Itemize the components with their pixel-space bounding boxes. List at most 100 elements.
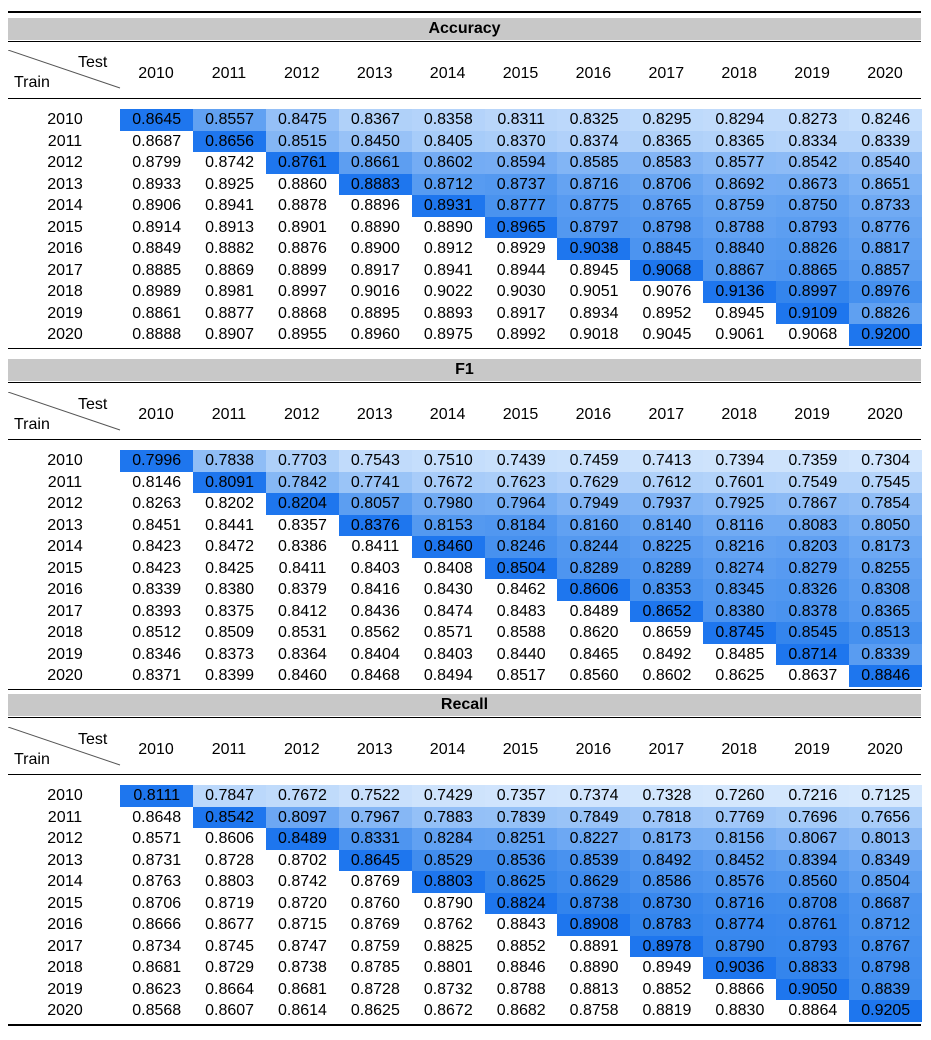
table-cell: 0.7549: [776, 471, 850, 493]
table-cell: 0.7937: [630, 493, 704, 515]
table-cell: 0.8975: [423, 326, 473, 343]
table-cell: 0.8776: [849, 216, 923, 238]
table-cell: 0.8380: [205, 581, 255, 598]
diagonal-stroke: [8, 727, 121, 766]
table-cell: 0.8890: [569, 959, 619, 976]
table-cell: 0.8659: [642, 624, 692, 641]
table-cell: 0.8737: [484, 173, 558, 195]
column-header-2018: 2018: [721, 406, 757, 423]
table-cell: 0.8745: [205, 937, 255, 955]
table-cell: 0.8111: [120, 785, 194, 807]
table-cell: 0.8509: [205, 624, 255, 641]
table-cell: 0.8763: [132, 873, 182, 890]
table-cell: 0.8677: [205, 916, 255, 933]
table-cell: 0.8412: [278, 602, 327, 620]
corner-train-label: Train: [14, 416, 50, 433]
column-header-2010: 2010: [138, 741, 174, 758]
table-cell: 0.8681: [132, 959, 182, 976]
table-cell: 0.8403: [350, 559, 400, 577]
table-cell: 0.8146: [132, 473, 182, 491]
table-cell: 0.9068: [630, 259, 704, 281]
table-cell: 0.8908: [557, 914, 631, 936]
table-cell: 0.8714: [776, 643, 850, 665]
column-header-2012: 2012: [284, 406, 320, 423]
table-cell: 0.8840: [703, 238, 777, 260]
row-label-2013: 2013: [47, 175, 83, 193]
table-cell: 0.8813: [569, 980, 619, 998]
row-label-2019: 2019: [47, 304, 83, 322]
table-cell: 0.8334: [776, 130, 850, 152]
table-cell: 0.8687: [132, 132, 182, 150]
table-cell: 0.8255: [849, 557, 923, 579]
table-cell: 0.8560: [776, 871, 850, 893]
table-cell: 0.8945: [569, 261, 619, 279]
table-cell: 0.8914: [132, 218, 182, 236]
column-header-2017: 2017: [648, 406, 685, 423]
row-label-2020: 2020: [47, 326, 83, 343]
table-cell: 0.8365: [703, 130, 777, 152]
table-cell: 0.8607: [205, 1002, 255, 1019]
table-cell: 0.8729: [205, 959, 255, 976]
table-cell: 0.8373: [205, 645, 255, 663]
row-label-2016: 2016: [47, 240, 83, 257]
table-cell: 0.7216: [776, 785, 850, 807]
table-cell: 0.8645: [338, 849, 413, 871]
table-cell: 0.8819: [642, 1002, 692, 1019]
table-cell: 0.8588: [496, 624, 546, 641]
table-cell: 0.8712: [411, 173, 485, 195]
corner-diagonal-line: [8, 50, 121, 89]
table-cell: 0.8057: [338, 493, 413, 515]
table-cell: 0.9068: [788, 326, 838, 343]
table-cell: 0.8539: [557, 849, 631, 871]
table-cell: 0.8425: [205, 559, 255, 577]
table-cell: 0.8430: [423, 581, 473, 598]
row-label-2020: 2020: [47, 667, 83, 684]
table-cell: 0.7439: [484, 450, 558, 472]
table-cell: 0.8606: [205, 830, 255, 847]
table-cell: 0.8156: [703, 828, 777, 850]
table-cell: 0.8625: [350, 1002, 400, 1019]
table-cell: 0.8762: [423, 916, 473, 933]
column-header-2013: 2013: [356, 65, 393, 82]
table-cell: 0.7545: [849, 471, 923, 493]
table-cell: 0.8571: [423, 624, 473, 641]
table-cell: 0.8769: [350, 873, 400, 890]
table-cell: 0.8849: [132, 240, 182, 257]
row-label-2018: 2018: [47, 624, 83, 641]
column-header-2020: 2020: [867, 65, 903, 82]
table-cell: 0.8878: [278, 197, 327, 214]
table-cell: 0.8295: [630, 109, 704, 131]
table-cell: 0.8801: [423, 959, 473, 976]
column-header-2013: 2013: [356, 741, 393, 758]
table-cell: 0.8997: [278, 283, 327, 300]
table-cell: 0.8759: [350, 937, 400, 955]
row-label-2018: 2018: [47, 283, 83, 300]
row-label-2017: 2017: [47, 602, 83, 620]
table-cell: 0.8531: [278, 624, 327, 641]
table-cell: 0.9036: [703, 957, 777, 979]
row-label-2014: 2014: [47, 197, 83, 214]
corner-test-label: Test: [78, 731, 108, 748]
table-cell: 0.8656: [192, 130, 267, 152]
table-cell: 0.8732: [423, 980, 473, 998]
table-cell: 0.8759: [703, 195, 777, 217]
table-cell: 0.8339: [849, 643, 923, 665]
table-cell: 0.8504: [849, 871, 923, 893]
table-cell: 0.8885: [132, 261, 182, 279]
table-cell: 0.8202: [205, 495, 255, 512]
table-cell: 0.7672: [265, 785, 340, 807]
table-cell: 0.8706: [132, 894, 182, 912]
table-cell: 0.8702: [278, 851, 327, 869]
table-cell: 0.8492: [642, 645, 692, 663]
table-cell: 0.8451: [132, 516, 182, 534]
table-cell: 0.8845: [630, 238, 704, 260]
table-cell: 0.8896: [350, 197, 400, 214]
table-cell: 0.8745: [703, 622, 777, 644]
band-rule: [8, 717, 921, 718]
column-header-2016: 2016: [575, 741, 612, 758]
table-cell: 0.7623: [484, 471, 558, 493]
section-bottom-rule: [8, 1023, 921, 1026]
row-label-2016: 2016: [47, 916, 83, 933]
table-cell: 0.8475: [265, 109, 340, 131]
table-cell: 0.8614: [278, 1002, 327, 1019]
